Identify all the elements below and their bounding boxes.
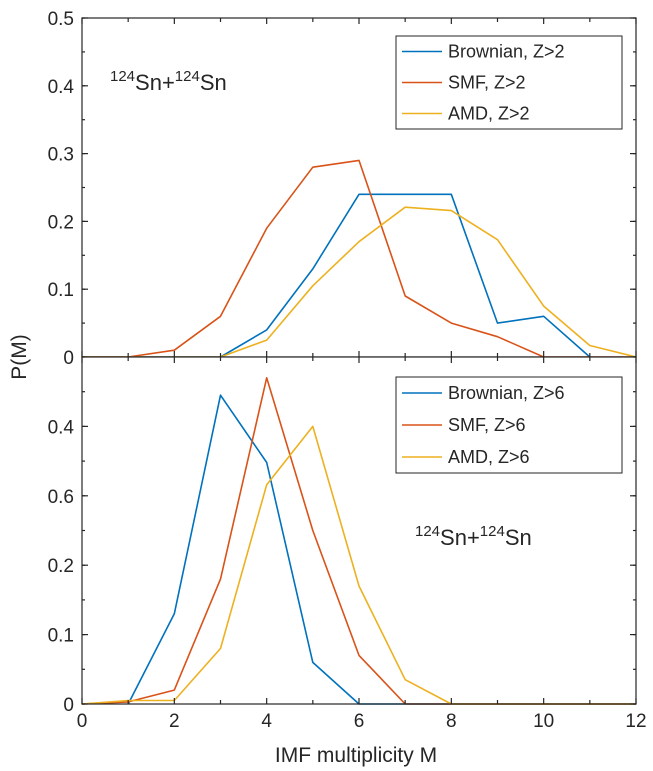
mass-number-superscript: 124 xyxy=(480,523,505,540)
x-tick-label: 10 xyxy=(533,711,554,732)
reaction-annotation: 124Sn+124Sn xyxy=(110,68,227,95)
x-tick-label: 8 xyxy=(446,711,457,732)
y-tick-label: 0 xyxy=(63,348,74,369)
mass-number-superscript: 124 xyxy=(175,68,200,85)
x-tick-label: 2 xyxy=(169,711,180,732)
y-axis-label: P(M) xyxy=(8,334,31,380)
x-tick-label: 0 xyxy=(77,711,88,732)
legend-label: AMD, Z>6 xyxy=(448,447,530,467)
x-tick-label: 6 xyxy=(354,711,365,732)
y-tick-label: 0.6 xyxy=(48,487,74,508)
y-tick-label: 0.2 xyxy=(48,556,74,577)
mass-number-superscript: 124 xyxy=(415,523,440,540)
y-tick-label: 0.4 xyxy=(48,77,75,98)
panel-bottom: 0 2 4 6 8 10 12 0 0.1 0.2 0.6 0.4 Brownian, Z>6 SMF, … xyxy=(48,356,647,732)
y-tick-label: 0.1 xyxy=(48,280,74,301)
y-tick-label: 0.2 xyxy=(48,212,74,233)
y-tick-label: 0.3 xyxy=(48,145,74,166)
element-text: Sn xyxy=(200,70,227,95)
y-tick-label: 0.5 xyxy=(48,9,74,30)
element-text: Sn+ xyxy=(440,525,480,550)
x-tick-label: 12 xyxy=(625,711,646,732)
x-tick-label: 4 xyxy=(261,711,272,732)
legend-label: Brownian, Z>6 xyxy=(448,383,565,403)
element-text: Sn xyxy=(505,525,532,550)
legend-label: AMD, Z>2 xyxy=(448,104,530,124)
legend-label: Brownian, Z>2 xyxy=(448,42,565,62)
legend-label: SMF, Z>2 xyxy=(448,73,526,93)
y-tick-label: 0.1 xyxy=(48,626,74,647)
legend-label: SMF, Z>6 xyxy=(448,415,526,435)
y-tick-label: 0.4 xyxy=(48,417,75,438)
x-axis-label: IMF multiplicity M xyxy=(275,744,437,767)
element-text: Sn+ xyxy=(135,70,175,95)
reaction-annotation: 124Sn+124Sn xyxy=(415,523,532,550)
mass-number-superscript: 124 xyxy=(110,68,135,85)
y-tick-label: 0 xyxy=(63,695,74,716)
panel-top: 0 0.1 0.2 0.3 0.4 0.5 Brownian, Z>2 SMF, Z>2 AMD… xyxy=(48,9,637,369)
